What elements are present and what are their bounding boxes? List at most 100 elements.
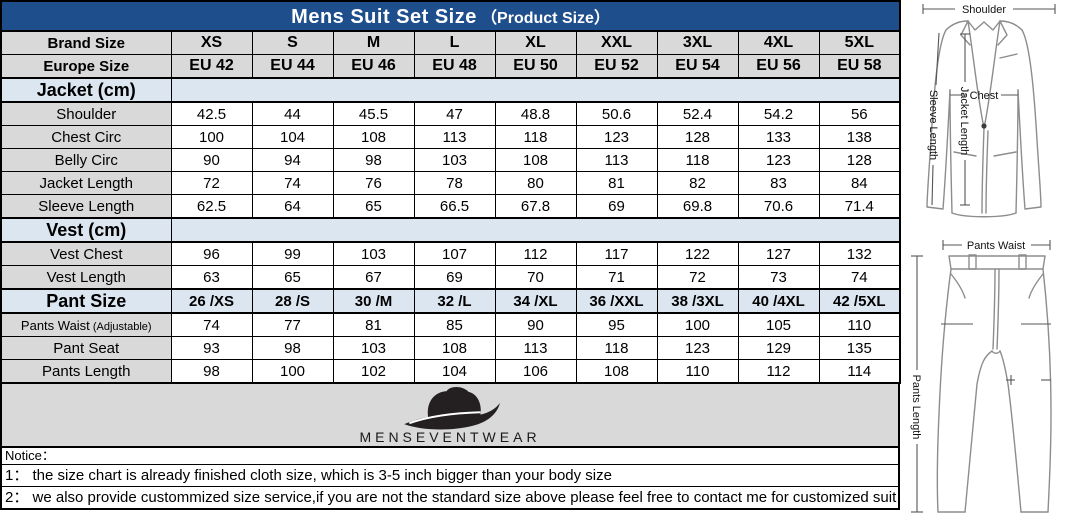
value-cell: 63 — [170, 265, 253, 290]
value-cell: 100 — [170, 125, 253, 149]
value-cell: 135 — [818, 336, 901, 360]
value-cell: XL — [494, 30, 577, 55]
value-cell: 104 — [251, 125, 334, 149]
value-cell: 106 — [494, 359, 577, 384]
value-cell: EU 58 — [818, 54, 901, 79]
table-row-belly-circ: Belly Circ 90 94 98 103 108 113 118 123 128 — [0, 148, 901, 172]
pants-diagram: Pants Waist Pants Length — [903, 232, 1066, 522]
value-cell: 98 — [170, 359, 253, 384]
value-cell: 65 — [332, 194, 415, 219]
value-cell: 70.6 — [737, 194, 820, 219]
value-cell: 56 — [818, 101, 901, 126]
value-cell: EU 48 — [413, 54, 496, 79]
value-cell: 129 — [737, 336, 820, 360]
value-cell: EU 42 — [170, 54, 253, 79]
page-title: Mens Suit Set Size — [291, 5, 477, 28]
value-cell: 38 /3XL — [656, 288, 739, 314]
value-cell: 77 — [251, 312, 334, 337]
value-cell: 66.5 — [413, 194, 496, 219]
value-cell: 118 — [494, 125, 577, 149]
value-cell: 108 — [332, 125, 415, 149]
value-cell: 112 — [737, 359, 820, 384]
value-cell: 113 — [575, 148, 658, 172]
value-cell: 95 — [575, 312, 658, 337]
value-cell: XS — [170, 30, 253, 55]
value-cell: 138 — [818, 125, 901, 149]
value-cell: EU 46 — [332, 54, 415, 79]
value-cell: 69 — [575, 194, 658, 219]
table-row-pant-seat: Pant Seat 93 98 103 108 113 118 123 129 135 — [0, 336, 901, 360]
section-empty-cell — [170, 77, 901, 103]
row-label: Pant Size — [0, 288, 172, 314]
value-cell: EU 54 — [656, 54, 739, 79]
value-cell: EU 50 — [494, 54, 577, 79]
notice-heading: Notice： — [5, 448, 55, 463]
value-cell: 103 — [332, 241, 415, 266]
row-label: Chest Circ — [0, 125, 172, 149]
value-cell: 34 /XL — [494, 288, 577, 314]
value-cell: 3XL — [656, 30, 739, 55]
jacket-length-label: Jacket Length — [958, 87, 970, 156]
table-row-sleeve-length: Sleeve Length 62.5 64 65 66.5 67.8 69 69.8 70.6 7… — [0, 194, 901, 219]
size-table-area: Mens Suit Set Size （Product Size） Brand … — [0, 0, 902, 510]
value-cell: 102 — [332, 359, 415, 384]
value-cell: 67.8 — [494, 194, 577, 219]
table-row-vest-chest: Vest Chest 96 99 103 107 112 117 122 127 132 — [0, 241, 901, 266]
row-label: Jacket Length — [0, 171, 172, 195]
value-cell: 81 — [575, 171, 658, 195]
value-cell: 69.8 — [656, 194, 739, 219]
value-cell: 4XL — [737, 30, 820, 55]
value-cell: 103 — [413, 148, 496, 172]
value-cell: 113 — [413, 125, 496, 149]
row-label-note: (Adjustable) — [89, 320, 152, 333]
size-table-body: Brand Size XS S M L XL XXL 3XL 4XL 5XL Europe Size… — [0, 30, 901, 384]
value-cell: 90 — [494, 312, 577, 337]
value-cell: 78 — [413, 171, 496, 195]
table-row-europe-size: Europe Size EU 42 EU 44 EU 46 EU 48 EU 50 EU 5… — [0, 54, 901, 79]
value-cell: 45.5 — [332, 101, 415, 126]
sleeve-length-label: Sleeve Length — [927, 90, 939, 160]
value-cell: 114 — [818, 359, 901, 384]
jacket-shoulder-label: Shoulder — [962, 4, 1006, 16]
value-cell: 98 — [251, 336, 334, 360]
value-cell: 108 — [494, 148, 577, 172]
value-cell: 72 — [170, 171, 253, 195]
brand-logo-band: MENSEVENTWEAR — [0, 384, 900, 448]
row-label: Vest Length — [0, 265, 172, 290]
table-title-row: Mens Suit Set Size （Product Size） — [0, 0, 901, 32]
value-cell: 5XL — [818, 30, 901, 55]
value-cell: EU 56 — [737, 54, 820, 79]
value-cell: 40 /4XL — [737, 288, 820, 314]
value-cell: 82 — [656, 171, 739, 195]
notice-item-2: 2： we also provide custommized size serv… — [2, 486, 898, 508]
page-subtitle: （Product Size） — [481, 9, 610, 27]
value-cell: 122 — [656, 241, 739, 266]
value-cell: 74 — [818, 265, 901, 290]
value-cell: 118 — [656, 148, 739, 172]
value-cell: XXL — [575, 30, 658, 55]
value-cell: 108 — [575, 359, 658, 384]
table-row-pants-length: Pants Length 98 100 102 104 106 108 110 112 114 — [0, 359, 901, 384]
value-cell: 128 — [818, 148, 901, 172]
notices: Notice： 1： the size chart is already fin… — [0, 448, 900, 510]
row-label: Belly Circ — [0, 148, 172, 172]
value-cell: 65 — [251, 265, 334, 290]
value-cell: 128 — [656, 125, 739, 149]
value-cell: 71.4 — [818, 194, 901, 219]
value-cell: 93 — [170, 336, 253, 360]
value-cell: 73 — [737, 265, 820, 290]
table-row-brand-size: Brand Size XS S M L XL XXL 3XL 4XL 5XL — [0, 30, 901, 55]
value-cell: 90 — [170, 148, 253, 172]
value-cell: 132 — [818, 241, 901, 266]
value-cell: 42 /5XL — [818, 288, 901, 314]
value-cell: 50.6 — [575, 101, 658, 126]
table-row-vest-cm: Vest (cm) — [0, 217, 901, 243]
value-cell: 48.8 — [494, 101, 577, 126]
value-cell: 100 — [656, 312, 739, 337]
value-cell: 123 — [737, 148, 820, 172]
value-cell: 133 — [737, 125, 820, 149]
brand-name: MENSEVENTWEAR — [359, 429, 541, 445]
row-label: Pant Seat — [0, 336, 172, 360]
value-cell: S — [251, 30, 334, 55]
